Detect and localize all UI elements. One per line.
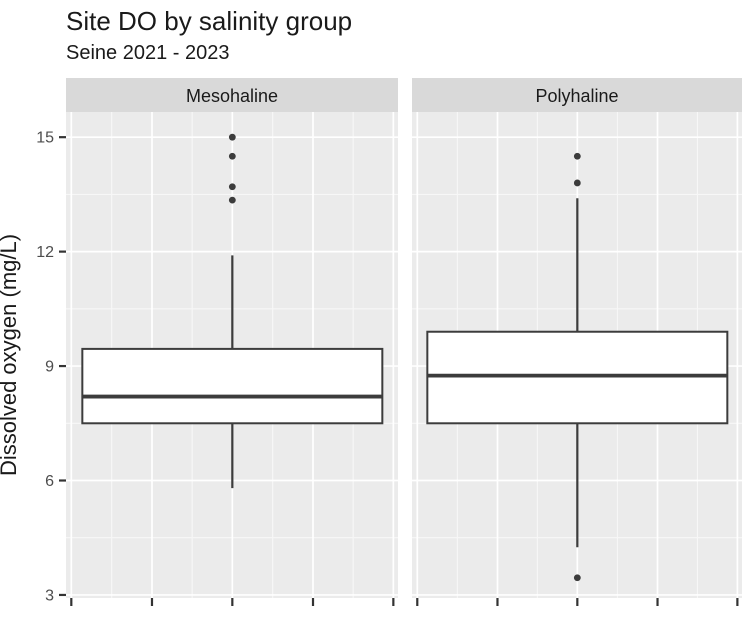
y-axis-tick-label: 9 [45, 359, 54, 376]
facet-strip [66, 78, 398, 112]
chart-subtitle: Seine 2021 - 2023 [66, 42, 230, 64]
facet-strip-label: Polyhaline [535, 86, 618, 106]
y-axis-tick-label: 15 [36, 130, 54, 147]
outlier-point [573, 152, 581, 160]
outlier-point [228, 133, 236, 141]
outlier-point [573, 179, 581, 187]
outlier-point [573, 574, 581, 582]
boxplot-box [81, 347, 384, 425]
y-axis-tick-label: 12 [36, 244, 54, 261]
outlier-point [228, 196, 236, 204]
y-axis-tick-label: 3 [45, 587, 54, 604]
y-axis-title: Dissolved oxygen (mg/L) [0, 234, 21, 476]
facet-strip-label: Mesohaline [186, 86, 278, 106]
chart-title: Site DO by salinity group [66, 6, 353, 36]
y-axis-tick-label: 6 [45, 473, 54, 490]
boxplot-box [426, 330, 729, 425]
outlier-point [228, 183, 236, 191]
outlier-point [228, 152, 236, 160]
facet-strip [412, 78, 742, 112]
